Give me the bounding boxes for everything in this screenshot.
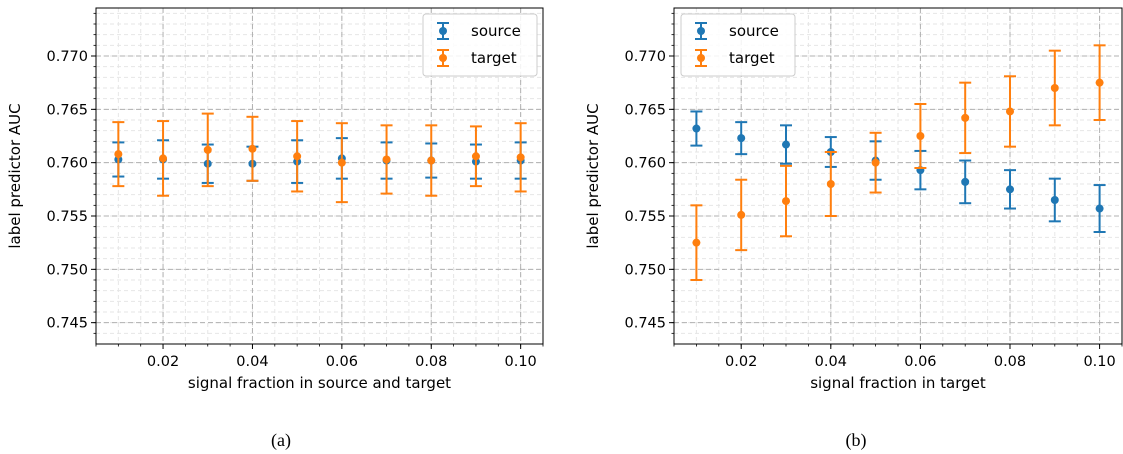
x-tick-label: 0.08 xyxy=(415,354,447,370)
x-axis-label: signal fraction in target xyxy=(810,374,986,392)
x-tick-label: 0.04 xyxy=(815,354,847,370)
data-point xyxy=(737,210,746,219)
data-point xyxy=(961,113,970,122)
x-tick-label: 0.04 xyxy=(236,354,268,370)
y-tick-label: 0.745 xyxy=(46,316,88,332)
data-point xyxy=(826,180,835,188)
data-point xyxy=(782,197,790,206)
data-point xyxy=(337,158,346,167)
caption-a: (a) xyxy=(271,430,291,451)
x-tick-label: 0.06 xyxy=(326,354,358,370)
legend-marker-point xyxy=(439,27,447,35)
data-point xyxy=(692,124,701,133)
legend-box xyxy=(680,13,796,77)
chart-b: 0.02 0.04 0.06 0.08 0.10 0.745 0.750 0.755 0.760… xyxy=(584,7,1123,392)
legend-marker-point xyxy=(439,54,447,62)
x-tick-label: 0.10 xyxy=(505,354,537,370)
legend-marker-point xyxy=(697,54,705,62)
data-point xyxy=(248,144,257,153)
y-tick-label: 0.760 xyxy=(624,156,666,172)
legend-label-source: source xyxy=(729,22,779,40)
data-point xyxy=(427,156,436,165)
data-point xyxy=(782,140,790,149)
legend: source target xyxy=(422,13,538,77)
data-point xyxy=(916,132,925,140)
data-point xyxy=(871,158,880,167)
caption-b: (b) xyxy=(846,430,867,451)
data-point xyxy=(382,155,391,164)
legend-label-target: target xyxy=(729,49,775,67)
data-point xyxy=(961,177,970,186)
x-tick-label: 0.10 xyxy=(1083,354,1115,370)
x-tick-label: 0.08 xyxy=(994,354,1026,370)
data-point xyxy=(1006,107,1014,116)
data-point xyxy=(516,153,525,162)
y-tick-label: 0.755 xyxy=(624,209,666,225)
legend: source target xyxy=(680,13,796,77)
x-axis-label: signal fraction in source and target xyxy=(188,374,451,392)
y-tick-label: 0.765 xyxy=(46,102,88,118)
series-target xyxy=(690,44,1106,281)
y-tick-label: 0.770 xyxy=(46,49,88,65)
y-tick-label: 0.745 xyxy=(624,316,666,332)
data-point xyxy=(1095,78,1104,87)
legend-label-target: target xyxy=(471,49,517,67)
data-point xyxy=(1050,196,1059,204)
data-point xyxy=(737,134,746,143)
x-tick-label: 0.06 xyxy=(904,354,936,370)
legend-label-source: source xyxy=(471,22,521,40)
data-point xyxy=(1050,84,1059,92)
data-point xyxy=(471,152,480,161)
y-tick-label: 0.750 xyxy=(46,262,88,278)
legend-marker-point xyxy=(697,27,705,35)
data-point xyxy=(114,150,123,159)
y-tick-label: 0.760 xyxy=(46,156,88,172)
y-tick-label: 0.755 xyxy=(46,209,88,225)
data-point xyxy=(203,145,212,154)
data-point xyxy=(1095,204,1104,213)
data-point xyxy=(293,152,302,161)
ticks: 0.02 0.04 0.06 0.08 0.10 0.745 0.750 0.755 0.760… xyxy=(46,12,544,370)
x-tick-label: 0.02 xyxy=(725,354,757,370)
chart-a: 0.02 0.04 0.06 0.08 0.10 0.745 0.750 0.755 0.760… xyxy=(6,7,544,392)
legend-box xyxy=(422,13,538,77)
ticks: 0.02 0.04 0.06 0.08 0.10 0.745 0.750 0.755 0.760… xyxy=(624,12,1123,370)
x-tick-label: 0.02 xyxy=(147,354,179,370)
y-axis-label: label predictor AUC xyxy=(584,103,602,248)
data-point xyxy=(692,238,701,247)
y-tick-label: 0.750 xyxy=(624,262,666,278)
y-tick-label: 0.765 xyxy=(624,102,666,118)
y-axis-label: label predictor AUC xyxy=(6,103,24,248)
data-point xyxy=(1006,185,1014,194)
data-point xyxy=(159,154,168,163)
y-tick-label: 0.770 xyxy=(624,49,666,65)
series-target xyxy=(112,112,527,204)
